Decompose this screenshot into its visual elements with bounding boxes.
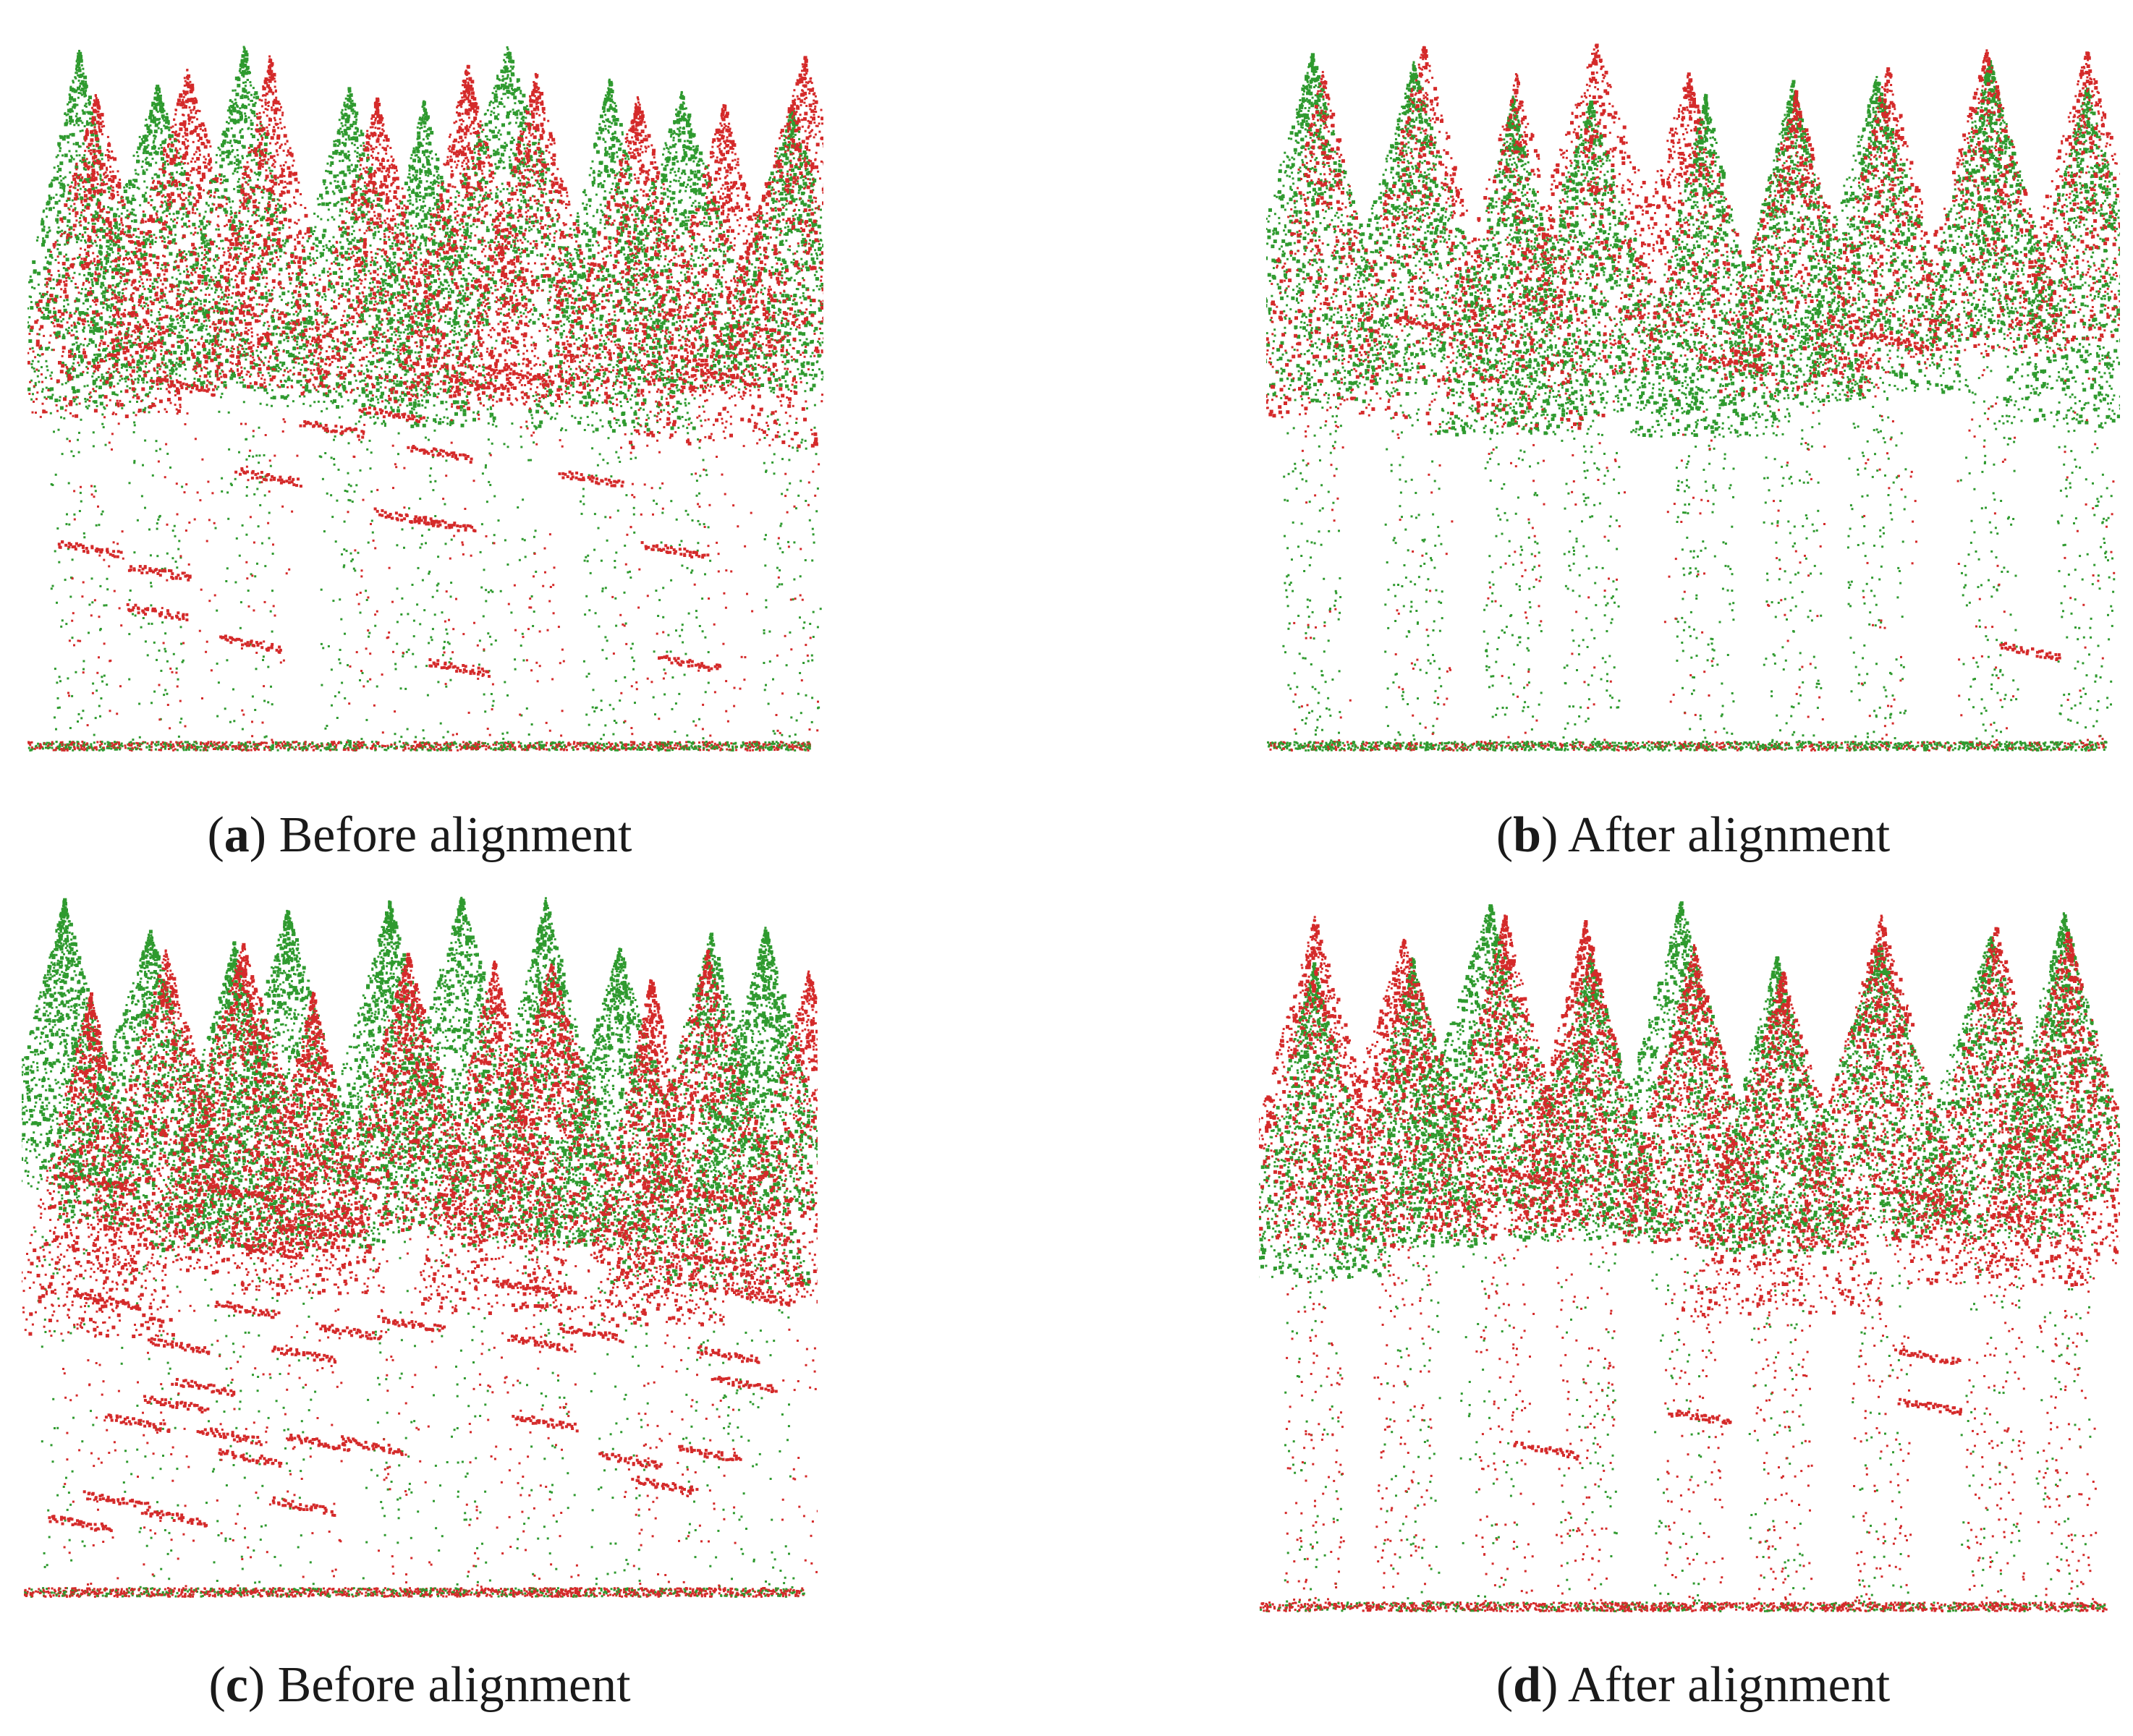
caption-label-a: Before alignment bbox=[279, 807, 632, 863]
point-cloud-panel-d bbox=[1259, 890, 2120, 1635]
caption-letter-d: d bbox=[1513, 1657, 1541, 1713]
point-cloud-image-c bbox=[22, 882, 818, 1620]
caption-c: (c) Before alignment bbox=[166, 1656, 673, 1714]
caption-b: (b) After alignment bbox=[1440, 807, 1946, 864]
point-cloud-panel-a bbox=[27, 36, 823, 774]
caption-d: (d) After alignment bbox=[1440, 1656, 1946, 1714]
point-cloud-image-b bbox=[1266, 29, 2120, 774]
caption-label-c: Before alignment bbox=[278, 1657, 631, 1713]
point-cloud-panel-c bbox=[22, 882, 818, 1620]
caption-letter-b: b bbox=[1513, 807, 1541, 863]
point-cloud-panel-b bbox=[1266, 29, 2120, 774]
caption-letter-a: a bbox=[224, 807, 250, 863]
point-cloud-image-d bbox=[1259, 890, 2120, 1635]
point-cloud-image-a bbox=[27, 36, 823, 774]
caption-label-d: After alignment bbox=[1568, 1657, 1890, 1713]
caption-a: (a) Before alignment bbox=[166, 807, 673, 864]
caption-letter-c: c bbox=[226, 1657, 248, 1713]
caption-label-b: After alignment bbox=[1568, 807, 1890, 863]
